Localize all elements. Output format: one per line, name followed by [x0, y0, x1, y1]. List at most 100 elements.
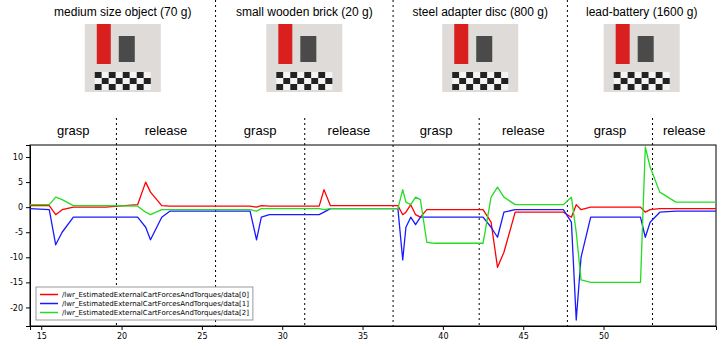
photo-checker: [473, 84, 480, 90]
phase-divider: [652, 118, 653, 326]
photo-checker: [325, 78, 332, 84]
photo-checker: [325, 72, 332, 78]
legend-swatch: [40, 294, 58, 296]
photo-checker: [283, 84, 290, 90]
tick-label: 20: [117, 332, 127, 341]
photo-checker: [137, 72, 144, 78]
photo-checker: [276, 72, 283, 78]
photo-checker: [452, 84, 459, 90]
tick-mark: [26, 182, 30, 183]
photo-checker: [304, 72, 311, 78]
photo-checker: [109, 72, 116, 78]
tick: 20: [117, 326, 127, 341]
tick-label: 10: [13, 153, 23, 162]
tick-mark: [26, 307, 30, 308]
photo-checker: [480, 72, 487, 78]
photo-checker: [452, 78, 459, 84]
photo-checker: [144, 78, 151, 84]
tick-mark: [26, 157, 30, 158]
tick-mark: [363, 326, 364, 330]
tick-mark: [523, 326, 524, 330]
photo-gripper: [638, 36, 654, 62]
tick-label: -10: [10, 253, 23, 262]
tick-mark: [41, 326, 42, 330]
photo-checker: [628, 84, 635, 90]
photo-checker: [318, 78, 325, 84]
photo-checker: [116, 78, 123, 84]
photo-robot-arm: [454, 24, 468, 64]
tick: -10: [10, 253, 30, 262]
tick-label: 25: [197, 332, 207, 341]
tick-mark: [26, 282, 30, 283]
photo-checker: [663, 72, 670, 78]
phase-label: grasp: [244, 123, 277, 138]
photo-checker: [635, 72, 642, 78]
photo-checker: [480, 78, 487, 84]
plot-frame: [30, 145, 716, 326]
photo-checker: [635, 78, 642, 84]
photo-gripper: [300, 36, 316, 62]
object-title: steel adapter disc (800 g): [413, 5, 548, 19]
photo-checker: [130, 78, 137, 84]
y-axis: -20-15-10-50510: [10, 146, 31, 327]
phase-label: grasp: [420, 123, 453, 138]
photo-checker: [628, 78, 635, 84]
photo-checker: [290, 84, 297, 90]
photo-checker: [137, 78, 144, 84]
tick: 15: [37, 326, 47, 341]
photo-checker: [102, 72, 109, 78]
photo-checker: [649, 84, 656, 90]
photo-checker: [494, 72, 501, 78]
tick-mark: [443, 326, 444, 330]
photo-checker: [494, 84, 501, 90]
tick-mark: [604, 326, 605, 330]
photo-checker: [311, 84, 318, 90]
photo-checker: [656, 84, 663, 90]
tick-label: -15: [10, 278, 23, 287]
photo-checker: [123, 84, 130, 90]
tick: 30: [278, 326, 288, 341]
object-divider: [393, 0, 394, 326]
phase-divider: [304, 118, 305, 326]
object-title: small wooden brick (20 g): [236, 5, 373, 19]
tick: 5: [18, 178, 30, 187]
photo-checker: [130, 84, 137, 90]
dividers: [116, 0, 652, 326]
photo-checker: [487, 78, 494, 84]
photo-checker: [459, 84, 466, 90]
series-line: [30, 209, 716, 320]
tick: 10: [13, 153, 30, 162]
photo-checker: [614, 72, 621, 78]
chart-root: medium size object (70 g)small wooden br…: [0, 0, 727, 346]
tick: -5: [15, 228, 30, 237]
photo-checker: [663, 78, 670, 84]
phase-label: grasp: [594, 123, 627, 138]
phase-label: release: [663, 123, 706, 138]
tick: 35: [358, 326, 368, 341]
photo-checker: [459, 78, 466, 84]
photo-robot-arm: [616, 24, 630, 64]
photo-checker: [123, 78, 130, 84]
photo-checker: [297, 84, 304, 90]
photo-checker: [621, 84, 628, 90]
photo: [266, 24, 342, 92]
chart-svg: medium size object (70 g)small wooden br…: [0, 0, 727, 346]
legend-box: [36, 287, 253, 320]
tick-label: 15: [37, 332, 47, 341]
photo-checker: [304, 84, 311, 90]
photo-checker: [102, 78, 109, 84]
photo-checker: [621, 72, 628, 78]
photo-checker: [130, 72, 137, 78]
phase-label: release: [145, 123, 188, 138]
phase-label: grasp: [57, 123, 90, 138]
photo-background: [85, 24, 161, 92]
tick-label: 0: [18, 203, 23, 212]
tick: 25: [197, 326, 207, 341]
series-group: [30, 147, 716, 320]
plot-background: [30, 145, 716, 326]
photo-checker: [311, 72, 318, 78]
photo-checker: [304, 78, 311, 84]
photo-checker: [290, 78, 297, 84]
tick-label: 40: [438, 332, 448, 341]
photo-checker: [116, 84, 123, 90]
